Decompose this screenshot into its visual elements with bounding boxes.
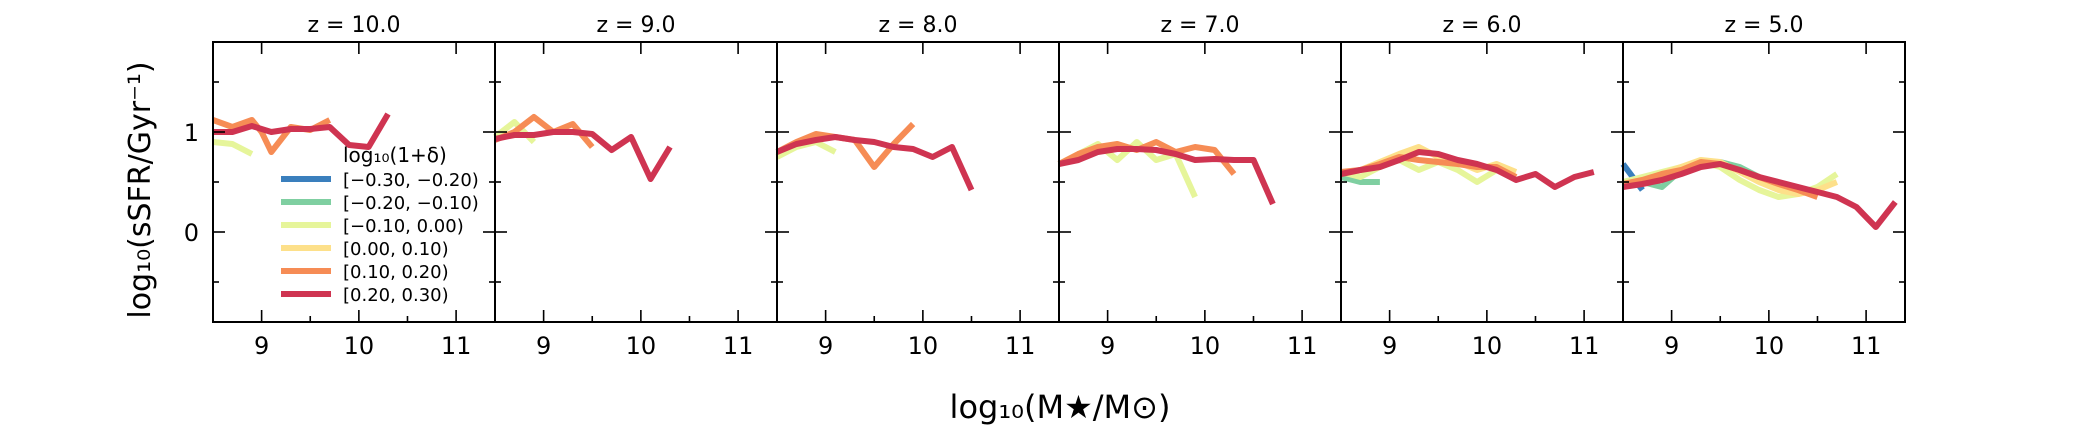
panel-title: z = 8.0	[879, 13, 958, 38]
panel-frame	[494, 41, 778, 323]
legend-entry-label: [−0.30, −0.20)	[343, 170, 479, 191]
panel-title: z = 5.0	[1725, 13, 1804, 38]
series-line	[1057, 139, 1237, 176]
series-line	[1058, 146, 1276, 206]
legend-title: log₁₀(1+δ)	[343, 143, 447, 167]
y-tick-label: 1	[184, 119, 199, 147]
series-line	[211, 117, 332, 155]
x-tick-label: 10	[1190, 332, 1221, 360]
panel-2: z = 9.0 9 10 11	[493, 13, 778, 360]
x-tick-label: 10	[344, 332, 375, 360]
series-line	[1340, 149, 1595, 190]
panel-1: z = 10.0 9 10 11 0 1	[184, 13, 496, 360]
x-tick-label: 11	[1005, 332, 1036, 360]
series-line	[494, 129, 673, 182]
x-tick-label: 11	[723, 332, 754, 360]
x-tick-label: 10	[626, 332, 657, 360]
panel-5: z = 6.0 9 10 11	[1340, 13, 1624, 360]
legend-entry-label: [−0.10, 0.00)	[343, 216, 464, 237]
series-line	[212, 139, 254, 157]
legend-entry-label: [0.00, 0.10)	[343, 239, 449, 260]
x-tick-label: 11	[1569, 332, 1600, 360]
x-tick-label: 11	[1287, 332, 1318, 360]
y-tick-label: 0	[184, 219, 199, 247]
x-tick-label: 9	[254, 332, 269, 360]
legend: log₁₀(1+δ) [−0.30, −0.20)[−0.20, −0.10)[…	[281, 143, 479, 306]
panel-title: z = 9.0	[597, 13, 676, 38]
legend-entry-label: [0.10, 0.20)	[343, 262, 449, 283]
x-tick-label: 9	[818, 332, 833, 360]
legend-entry-label: [0.20, 0.30)	[343, 285, 449, 306]
panel-title: z = 6.0	[1443, 13, 1522, 38]
series-line	[1340, 157, 1499, 185]
panel-3: z = 8.0 9 10 11	[775, 13, 1060, 360]
legend-entry-label: [−0.20, −0.10)	[343, 193, 479, 214]
x-tick-label: 10	[908, 332, 939, 360]
panel-4: z = 7.0 9 10 11	[1057, 13, 1342, 360]
x-tick-label: 10	[1472, 332, 1503, 360]
y-axis-label: log₁₀(sSFR/Gyr⁻¹)	[123, 61, 158, 318]
x-tick-label: 10	[1754, 332, 1785, 360]
panel-title: z = 7.0	[1161, 13, 1240, 38]
series-line	[1622, 161, 1898, 230]
x-tick-label: 11	[441, 332, 472, 360]
panel-frame	[1058, 41, 1342, 323]
x-tick-label: 9	[1382, 332, 1397, 360]
x-tick-label: 9	[536, 332, 551, 360]
panel-6: z = 5.0 9 10 11	[1620, 13, 1906, 360]
panel-title: z = 10.0	[308, 13, 401, 38]
x-tick-label: 9	[1664, 332, 1679, 360]
x-axis-label: log₁₀(M★/M⊙)	[950, 388, 1171, 426]
panel-frame	[776, 41, 1060, 323]
series-line	[213, 112, 391, 150]
x-tick-label: 9	[1100, 332, 1115, 360]
x-tick-label: 11	[1851, 332, 1882, 360]
series-line	[1340, 174, 1380, 185]
series-line	[775, 134, 975, 192]
